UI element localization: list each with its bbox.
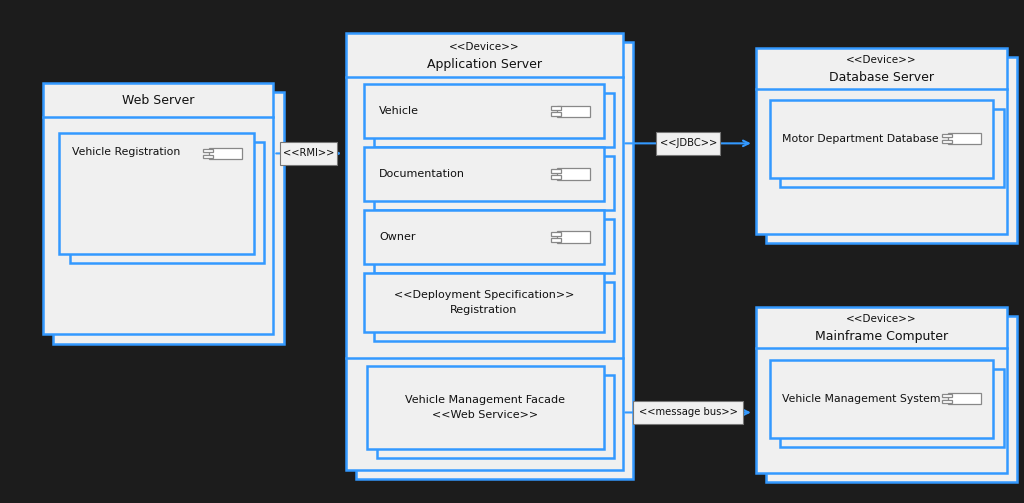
Text: <<Device>>: <<Device>>: [450, 42, 519, 52]
Text: Documentation: Documentation: [379, 169, 465, 179]
Bar: [356, 42, 633, 479]
Bar: [948, 133, 981, 144]
Bar: [374, 219, 614, 273]
Bar: [70, 142, 264, 263]
Bar: [374, 282, 614, 341]
Bar: [551, 169, 561, 173]
Bar: [364, 210, 604, 264]
Bar: [203, 154, 213, 158]
Bar: [770, 100, 993, 178]
Bar: [656, 132, 720, 155]
Text: <<Device>>: <<Device>>: [846, 55, 916, 65]
Text: <<RMI>>: <<RMI>>: [283, 148, 335, 158]
Bar: [780, 109, 1004, 187]
Bar: [756, 48, 1007, 234]
Bar: [780, 369, 1004, 447]
Bar: [557, 169, 590, 180]
Bar: [942, 400, 952, 403]
Text: Motor Department Database: Motor Department Database: [782, 134, 939, 143]
Bar: [374, 93, 614, 147]
Bar: [551, 112, 561, 116]
Bar: [367, 366, 604, 449]
Bar: [551, 106, 561, 110]
Bar: [557, 231, 590, 242]
Bar: [281, 142, 337, 165]
Bar: [364, 273, 604, 332]
Bar: [756, 307, 1007, 473]
Bar: [377, 375, 614, 458]
Text: Vehicle: Vehicle: [379, 106, 419, 116]
Text: Database Server: Database Server: [828, 71, 934, 84]
Text: Vehicle Management Facade
<<Web Service>>: Vehicle Management Facade <<Web Service>…: [406, 395, 565, 420]
Bar: [942, 394, 952, 397]
Text: Vehicle Registration: Vehicle Registration: [72, 147, 180, 157]
Text: <<Deployment Specification>>
Registration: <<Deployment Specification>> Registratio…: [393, 290, 574, 315]
Bar: [203, 148, 213, 152]
Bar: [766, 57, 1017, 243]
Text: Mainframe Computer: Mainframe Computer: [814, 330, 948, 343]
Bar: [770, 360, 993, 438]
Bar: [364, 84, 604, 138]
Bar: [633, 401, 743, 424]
Bar: [209, 148, 242, 159]
Text: Application Server: Application Server: [427, 58, 542, 71]
Text: Vehicle Management System: Vehicle Management System: [782, 394, 941, 403]
Bar: [59, 133, 254, 254]
Bar: [551, 232, 561, 236]
Bar: [942, 140, 952, 143]
Bar: [374, 156, 614, 210]
Bar: [942, 134, 952, 137]
Bar: [948, 393, 981, 404]
Bar: [551, 175, 561, 179]
Bar: [53, 92, 284, 344]
Bar: [43, 83, 273, 334]
Text: <<Device>>: <<Device>>: [846, 314, 916, 324]
Text: Owner: Owner: [379, 232, 416, 242]
Text: Web Server: Web Server: [122, 94, 195, 107]
Text: <<message bus>>: <<message bus>>: [639, 407, 737, 417]
Text: <<JDBC>>: <<JDBC>>: [659, 138, 717, 148]
Bar: [551, 238, 561, 242]
Bar: [364, 147, 604, 201]
Bar: [766, 316, 1017, 482]
Bar: [557, 106, 590, 117]
Bar: [346, 33, 623, 470]
